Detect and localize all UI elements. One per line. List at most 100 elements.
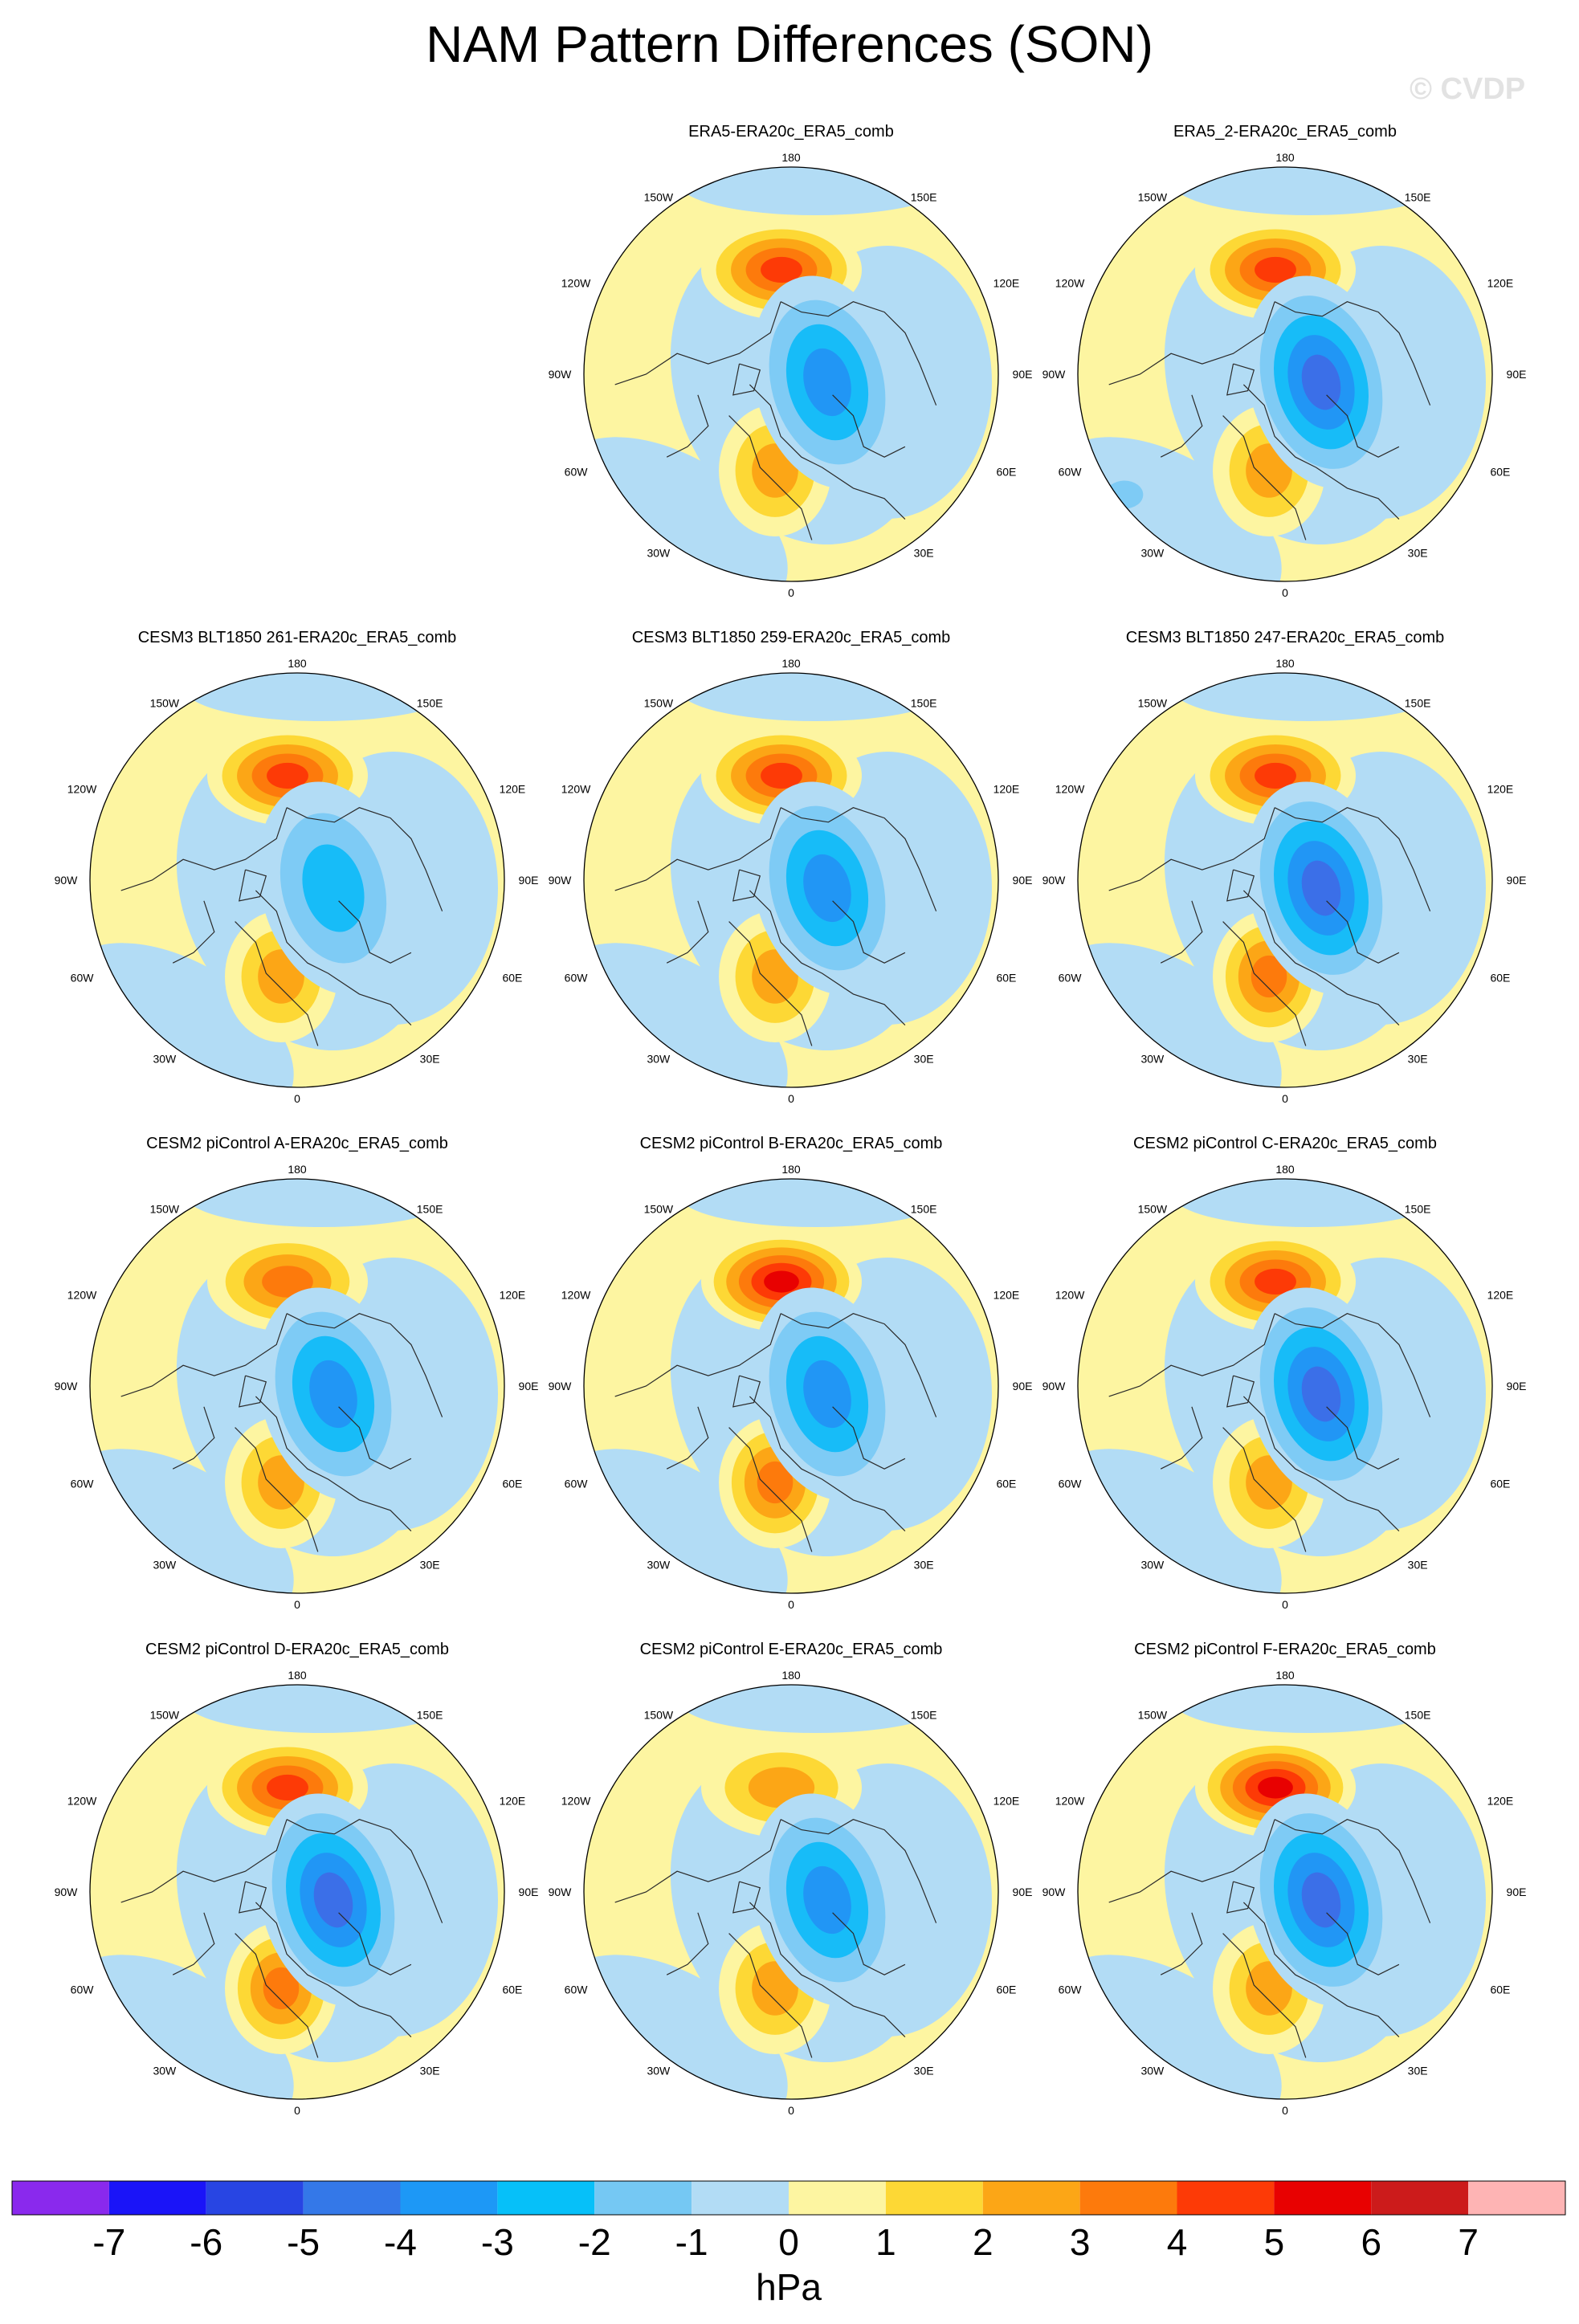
coastline-7 xyxy=(239,869,267,902)
longitude-label: 90E xyxy=(1507,1886,1527,1898)
coastlines xyxy=(120,807,443,1046)
colorbar-units: hPa xyxy=(756,2266,822,2308)
longitude-label: 120W xyxy=(67,1288,97,1301)
map-boundary xyxy=(1077,1684,1493,2100)
coastline-6 xyxy=(666,1406,709,1470)
coastline-3 xyxy=(255,1902,412,2038)
longitude-label: 90W xyxy=(1042,1380,1067,1392)
pacific-negative-band xyxy=(185,1179,458,1227)
coastline-3 xyxy=(1242,384,1400,520)
coastline-2 xyxy=(614,1819,781,1903)
colorbar-swatch xyxy=(497,2181,595,2215)
longitude-label: 120W xyxy=(1055,1288,1085,1301)
coastline-3 xyxy=(1242,890,1400,1026)
longitude-label: 150E xyxy=(911,1203,937,1216)
longitude-label: 0 xyxy=(788,1092,794,1105)
pacific-high-level-5 xyxy=(761,762,802,789)
pacific-high-level-5 xyxy=(267,762,308,789)
longitude-label: 60W xyxy=(565,466,589,479)
longitude-label: 30E xyxy=(914,2064,934,2077)
map-boundary xyxy=(1077,166,1493,582)
longitude-label: 30W xyxy=(153,1558,177,1571)
coastlines xyxy=(1108,301,1431,540)
coastline-4 xyxy=(728,921,813,1046)
panel-title: CESM2 piControl B-ERA20c_ERA5_comb xyxy=(640,1135,943,1152)
longitude-label: 30E xyxy=(914,546,934,559)
longitude-label: 120W xyxy=(67,782,97,795)
map-panel-1: ERA5-ERA20c_ERA5_comb 180 0 150W 150E 120W 120… xyxy=(549,123,1033,599)
coastline-4 xyxy=(1222,1933,1307,2058)
longitude-label: 0 xyxy=(1282,586,1288,599)
longitude-label: 90E xyxy=(1507,874,1527,887)
colorbar-swatch xyxy=(1274,2181,1372,2215)
coastline-5 xyxy=(1326,900,1400,964)
longitude-label: 150W xyxy=(150,697,180,710)
coastline-5 xyxy=(832,1912,906,1975)
map-boundary xyxy=(89,1684,505,2100)
longitude-label: 90W xyxy=(549,368,573,381)
pacific-high-level-6 xyxy=(764,1270,799,1293)
longitude-label: 0 xyxy=(1282,1598,1288,1611)
longitude-label: 150W xyxy=(1138,697,1168,710)
panel-title: CESM2 piControl D-ERA20c_ERA5_comb xyxy=(145,1641,449,1658)
longitude-label: 180 xyxy=(288,657,307,670)
coastline-6 xyxy=(666,394,709,458)
coastline-4 xyxy=(728,1933,813,2058)
map-boundary xyxy=(1077,672,1493,1088)
coastline-1 xyxy=(1274,807,1431,911)
coastline-1 xyxy=(780,1313,937,1417)
coastlines xyxy=(1108,807,1431,1046)
siberia-low-level-4 xyxy=(803,348,851,417)
coastline-2 xyxy=(120,807,288,891)
coastline-6 xyxy=(1160,900,1203,964)
map-field xyxy=(1078,1179,1492,1593)
coastline-4 xyxy=(728,1427,813,1552)
coastline-1 xyxy=(780,807,937,911)
map-panel-9: CESM2 piControl D-ERA20c_ERA5_comb 180 0 15… xyxy=(55,1641,539,2117)
longitude-label: 60W xyxy=(71,1478,95,1490)
longitude-label: 150W xyxy=(1138,1203,1168,1216)
coastline-1 xyxy=(1274,1313,1431,1417)
coastline-3 xyxy=(255,890,412,1026)
coastline-7 xyxy=(1226,1881,1255,1914)
longitude-label: 60E xyxy=(1490,1478,1510,1490)
colorbar-tick-label: -4 xyxy=(384,2221,417,2263)
coastline-5 xyxy=(338,1406,412,1470)
map-field xyxy=(584,673,998,1087)
map-field xyxy=(1078,1685,1492,2099)
longitude-label: 150W xyxy=(644,1203,674,1216)
coastlines xyxy=(614,807,937,1046)
map-panel-10: CESM2 piControl E-ERA20c_ERA5_comb 180 0 15… xyxy=(549,1641,1033,2117)
longitude-label: 0 xyxy=(294,1598,300,1611)
coastline-2 xyxy=(614,807,781,891)
longitude-label: 60E xyxy=(1490,1984,1510,1996)
coastlines xyxy=(614,1313,937,1552)
coastline-1 xyxy=(286,807,443,911)
longitude-label: 30E xyxy=(914,1052,934,1065)
pacific-high-level-5 xyxy=(761,256,802,283)
map-panel-6: CESM2 piControl A-ERA20c_ERA5_comb 180 0 15… xyxy=(55,1135,539,1611)
longitude-label: 120E xyxy=(1487,1288,1514,1301)
colorbar-swatch xyxy=(303,2181,401,2215)
coastline-6 xyxy=(172,1912,215,1975)
pacific-high-level-5 xyxy=(1255,762,1296,789)
longitude-label: 150W xyxy=(150,1203,180,1216)
colorbar-tick-label: 6 xyxy=(1361,2221,1381,2263)
colorbar-swatch xyxy=(1079,2181,1177,2215)
colorbar-swatch xyxy=(594,2181,692,2215)
longitude-label: 30W xyxy=(647,1052,671,1065)
longitude-label: 180 xyxy=(781,151,801,164)
siberia-low-level-3 xyxy=(302,844,365,932)
longitude-label: 150E xyxy=(417,1203,443,1216)
map-panel-5: CESM3 BLT1850 247-ERA20c_ERA5_comb 180 0 15… xyxy=(1042,629,1527,1105)
coastline-3 xyxy=(1242,1902,1400,2038)
longitude-label: 150E xyxy=(911,697,937,710)
pacific-negative-band xyxy=(185,673,458,721)
pacific-high-level-6 xyxy=(1258,1776,1293,1799)
pacific-negative-band xyxy=(679,1685,952,1733)
longitude-label: 120E xyxy=(994,1794,1020,1807)
longitude-label: 60W xyxy=(1059,1984,1083,1996)
longitude-label: 60E xyxy=(996,1984,1016,1996)
longitude-label: 90W xyxy=(549,874,573,887)
